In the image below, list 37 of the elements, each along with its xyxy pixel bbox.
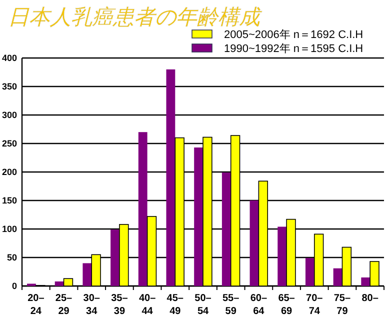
y-tick-label: 100 xyxy=(2,224,17,234)
x-tick-label: 20–24 xyxy=(28,293,45,317)
bar xyxy=(194,147,203,286)
y-tick-label: 400 xyxy=(2,52,17,63)
bar xyxy=(166,69,176,286)
bar xyxy=(333,268,342,286)
x-tick-label: 50–54 xyxy=(194,293,212,317)
x-tick-label: 65–69 xyxy=(278,293,296,317)
bar xyxy=(250,200,259,286)
x-tick-label: 80– xyxy=(362,293,379,304)
x-tick-label: 60–64 xyxy=(250,293,268,317)
y-tick-label: 350 xyxy=(2,81,17,92)
bar xyxy=(222,172,231,286)
y-tick-label: 300 xyxy=(2,110,17,120)
bar xyxy=(138,132,148,286)
x-tick-label: 25–29 xyxy=(55,293,73,317)
y-tick-label: 0 xyxy=(12,280,17,291)
x-tick-label: 55–59 xyxy=(222,293,240,317)
x-tick-label: 45–49 xyxy=(166,293,184,317)
chart-title: 日本人乳癌患者の年齢構成 xyxy=(8,5,263,29)
bar xyxy=(305,258,314,286)
x-tick-label: 70–74 xyxy=(306,293,324,317)
bar xyxy=(278,226,287,286)
bar xyxy=(361,277,370,286)
x-tick-label: 35–39 xyxy=(111,293,128,317)
y-tick-label: 250 xyxy=(2,138,17,148)
y-tick-label: 150 xyxy=(2,195,17,206)
y-tick-label: 50 xyxy=(6,252,17,262)
bar xyxy=(82,263,92,286)
x-tick-label: 30–34 xyxy=(83,293,100,317)
y-tick-label: 200 xyxy=(2,166,17,177)
legend-label: 1990~1992年 n＝1595 C.I.H xyxy=(224,43,364,55)
bar xyxy=(110,230,120,286)
x-tick-label: 40–44 xyxy=(138,293,156,317)
legend-label: 2005~2006年 n＝1692 C.I.H xyxy=(224,29,364,41)
bar xyxy=(54,281,64,286)
x-tick-label: 75–79 xyxy=(334,293,352,317)
